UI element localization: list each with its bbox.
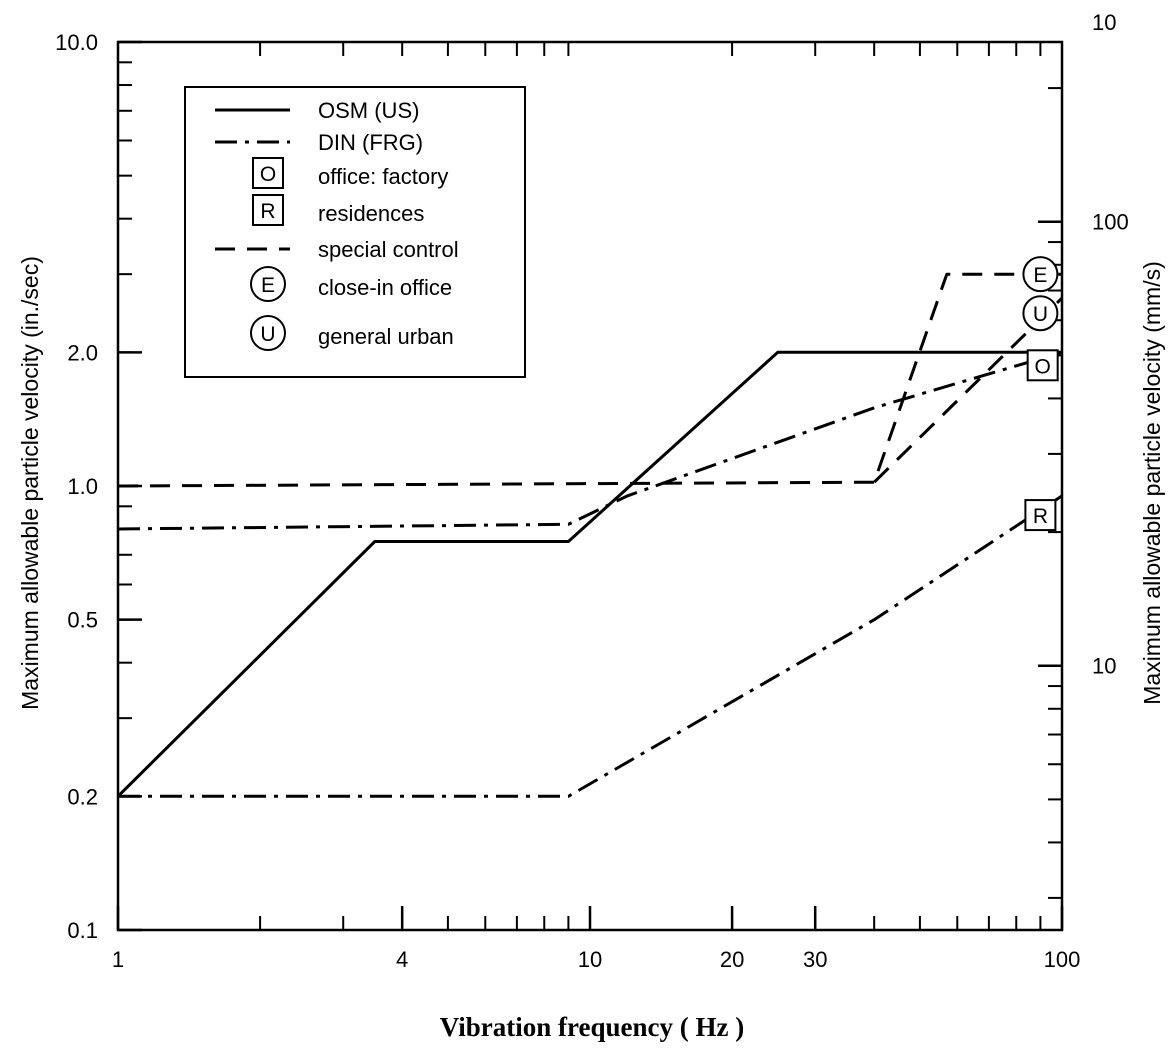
series-din-O-line: [117, 350, 1063, 531]
legend-R-symbol: R: [252, 194, 284, 226]
legend-U-symbol-circle: [250, 315, 286, 351]
y-tick-label: 2.0: [67, 340, 98, 365]
y-tick-label: 0.2: [67, 784, 98, 809]
y-tick-label: 1.0: [67, 474, 98, 499]
legend-O-symbol-box: [252, 157, 284, 189]
marker-R-box: [1024, 499, 1057, 532]
legend-osm-label: OSM (US): [318, 98, 419, 123]
x-tick-label: 100: [1044, 947, 1081, 972]
marker-O-box: [1026, 349, 1059, 382]
legend-O-symbol-letter: O: [260, 163, 276, 186]
marker-O: O: [1026, 349, 1059, 382]
legend-E-label: close-in office: [318, 275, 452, 300]
x-tick-label: 10: [578, 947, 602, 972]
series-special-E-line: [117, 272, 1062, 488]
x-tick-label: 1: [112, 947, 124, 972]
x-tick-label: 4: [396, 947, 408, 972]
marker-E: E: [1022, 256, 1059, 293]
y-axis-title-right: Maximum allowable particle velocity (mm/…: [1139, 261, 1165, 705]
y-right-tick-label: 10: [1092, 10, 1116, 35]
series-osm-line: [116, 350, 1062, 798]
legend-O-symbol: O: [252, 157, 284, 189]
legend-U-symbol: U: [250, 315, 286, 351]
y-tick-label: 0.1: [67, 918, 98, 943]
marker-O-letter: O: [1034, 355, 1050, 378]
legend-R-symbol-box: [252, 194, 284, 226]
y-tick-label: 10.0: [55, 30, 98, 55]
legend-R-label: residences: [318, 201, 424, 226]
legend-U-symbol-letter: U: [260, 323, 275, 346]
y-right-tick-label: 100: [1092, 210, 1129, 235]
legend: OSM (US) DIN (FRG) O office: factory R reside…: [184, 86, 526, 378]
legend-special-label: special control: [318, 237, 459, 262]
legend-E-symbol-letter: E: [261, 274, 275, 297]
legend-O-label: office: factory: [318, 164, 448, 189]
marker-E-circle: [1022, 256, 1059, 293]
marker-U: U: [1022, 295, 1059, 332]
marker-U-circle: [1022, 295, 1059, 332]
legend-E-symbol: E: [250, 266, 286, 302]
legend-din-label: DIN (FRG): [318, 130, 423, 155]
series-special-U-line: [873, 297, 1064, 484]
tick-labels: 1 4 10 20 30 100 0.1 0.2 0.5 1.0 2.0 10.0 10 100 10: [55, 10, 1129, 972]
series-layer: [116, 272, 1064, 798]
marker-R-letter: R: [1033, 505, 1048, 528]
legend-box: [184, 86, 526, 378]
y-axis-title-left: Maximum allowable particle velocity (in.…: [17, 256, 43, 710]
marker-layer: EU O R: [1022, 256, 1059, 532]
legend-R-symbol-letter: R: [260, 200, 275, 223]
marker-U-letter: U: [1033, 303, 1048, 326]
x-axis-title: Vibration frequency ( Hz ): [440, 1012, 744, 1042]
legend-E-symbol-circle: [250, 266, 286, 302]
x-tick-label: 20: [720, 947, 744, 972]
y-right-tick-label: 10: [1092, 654, 1116, 679]
marker-E-letter: E: [1033, 264, 1047, 287]
marker-R: R: [1024, 499, 1057, 532]
y-tick-label: 0.5: [67, 608, 98, 633]
legend-U-label: general urban: [318, 324, 454, 349]
x-tick-label: 30: [803, 947, 827, 972]
series-din-R-line: [118, 494, 1063, 798]
